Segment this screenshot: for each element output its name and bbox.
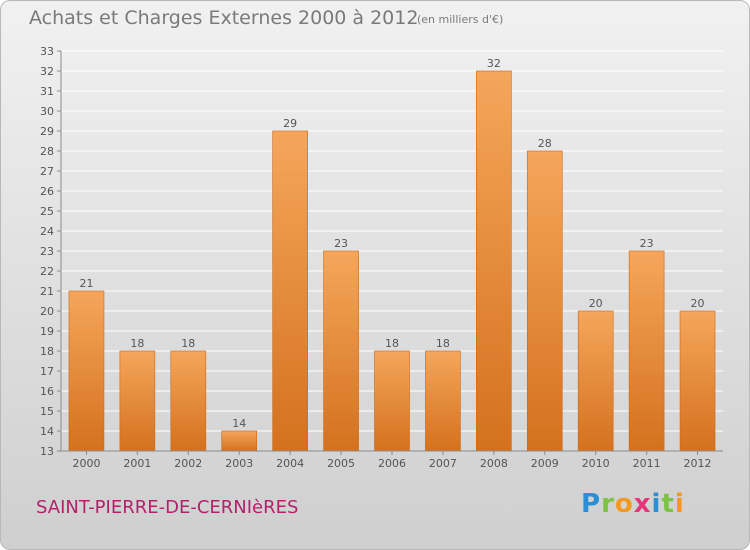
bar <box>374 350 410 452</box>
y-tick-label: 30 <box>40 105 54 118</box>
y-tick-label: 28 <box>40 145 54 158</box>
bar <box>577 310 614 452</box>
data-label: 20 <box>589 297 603 310</box>
bar <box>68 290 105 452</box>
data-label: 18 <box>130 337 144 350</box>
x-tick-label: 2002 <box>174 457 202 470</box>
data-label: 21 <box>79 277 93 290</box>
bar <box>221 430 258 452</box>
y-tick-label: 23 <box>40 245 54 258</box>
y-tick-label: 29 <box>40 125 54 138</box>
bar <box>679 310 716 452</box>
y-tick-label: 24 <box>40 225 54 238</box>
data-label: 18 <box>436 337 450 350</box>
y-tick-label: 33 <box>40 45 54 58</box>
bar <box>425 350 461 452</box>
proxiti-logo: Proxiti <box>581 489 685 519</box>
bar <box>323 250 359 452</box>
y-tick-label: 26 <box>40 185 54 198</box>
bar <box>272 130 308 452</box>
data-label: 18 <box>385 337 399 350</box>
x-tick-label: 2005 <box>327 457 355 470</box>
data-label: 32 <box>487 57 501 70</box>
data-label: 20 <box>691 297 705 310</box>
bar <box>119 350 156 452</box>
y-tick-label: 31 <box>40 85 54 98</box>
data-label: 28 <box>538 137 552 150</box>
logo-letter: x <box>633 489 652 519</box>
y-tick-label: 19 <box>40 325 54 338</box>
chart-unit: (en milliers d'€) <box>417 13 504 26</box>
x-tick-label: 2007 <box>429 457 457 470</box>
y-tick-label: 25 <box>40 205 54 218</box>
logo-letter: i <box>674 489 685 519</box>
x-tick-label: 2004 <box>276 457 304 470</box>
y-tick-label: 13 <box>40 445 54 458</box>
y-tick-label: 22 <box>40 265 54 278</box>
bar <box>628 250 665 452</box>
x-tick-label: 2009 <box>531 457 559 470</box>
x-tick-label: 2001 <box>123 457 151 470</box>
x-tick-label: 2012 <box>684 457 712 470</box>
y-tick-label: 20 <box>40 305 54 318</box>
x-tick-label: 2000 <box>72 457 100 470</box>
place-name: SAINT-PIERRE-DE-CERNIèRES <box>36 497 299 518</box>
bar <box>170 350 207 452</box>
y-tick-label: 18 <box>40 345 54 358</box>
x-tick-label: 2003 <box>225 457 253 470</box>
y-tick-label: 15 <box>40 405 54 418</box>
axes <box>57 50 723 455</box>
logo-letter: t <box>661 489 675 519</box>
logo-letter: P <box>581 489 602 519</box>
bar <box>526 150 563 452</box>
data-label: 23 <box>334 237 348 250</box>
bar <box>476 70 512 452</box>
y-tick-label: 14 <box>40 425 54 438</box>
y-tick-label: 16 <box>40 385 54 398</box>
chart-title: Achats et Charges Externes 2000 à 2012 <box>29 7 419 29</box>
logo-letter: i <box>651 489 662 519</box>
x-tick-label: 2010 <box>582 457 610 470</box>
data-label: 29 <box>283 117 297 130</box>
y-tick-label: 17 <box>40 365 54 378</box>
y-tick-label: 21 <box>40 285 54 298</box>
labels: 13 14 15 16 17 18 19 20 21 22 23 24 25 26 27 28 29 30 31 32… <box>40 45 712 470</box>
data-label: 18 <box>181 337 195 350</box>
logo-letter: o <box>614 489 634 519</box>
data-label: 14 <box>232 417 246 430</box>
y-tick-label: 27 <box>40 165 54 178</box>
data-label: 23 <box>640 237 654 250</box>
x-tick-label: 2011 <box>633 457 661 470</box>
y-tick-label: 32 <box>40 65 54 78</box>
logo-letter: r <box>601 489 615 519</box>
bars <box>68 70 716 452</box>
x-tick-label: 2008 <box>480 457 508 470</box>
x-tick-label: 2006 <box>378 457 406 470</box>
